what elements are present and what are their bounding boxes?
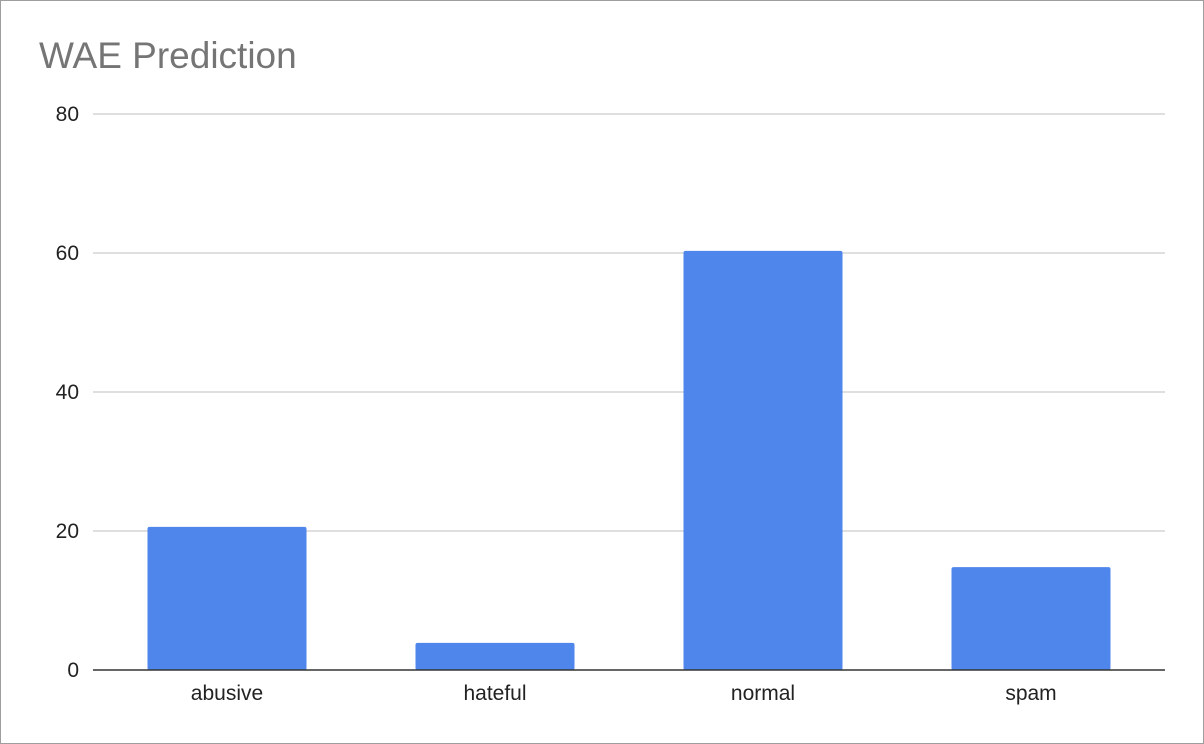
x-tick-label-spam: spam — [1005, 682, 1056, 705]
x-tick-label-abusive: abusive — [191, 682, 263, 705]
bar-normal — [683, 250, 843, 671]
x-tick-label-normal: normal — [731, 682, 795, 705]
bar-spam — [951, 567, 1111, 670]
chart-title: WAE Prediction — [39, 35, 297, 76]
y-tick-label: 60 — [56, 242, 79, 265]
y-tick-label: 20 — [56, 520, 79, 543]
y-tick-label: 80 — [56, 103, 79, 126]
bar-abusive — [147, 526, 307, 670]
y-axis-ticks: 0 20 40 60 80 — [56, 103, 79, 682]
x-tick-label-hateful: hateful — [463, 682, 526, 705]
x-axis-ticks: abusive hateful normal spam — [191, 682, 1057, 705]
bars — [147, 250, 1111, 671]
bar-hateful — [415, 642, 575, 670]
y-tick-label: 0 — [67, 659, 79, 682]
gridlines — [93, 113, 1165, 532]
y-tick-label: 40 — [56, 381, 79, 404]
